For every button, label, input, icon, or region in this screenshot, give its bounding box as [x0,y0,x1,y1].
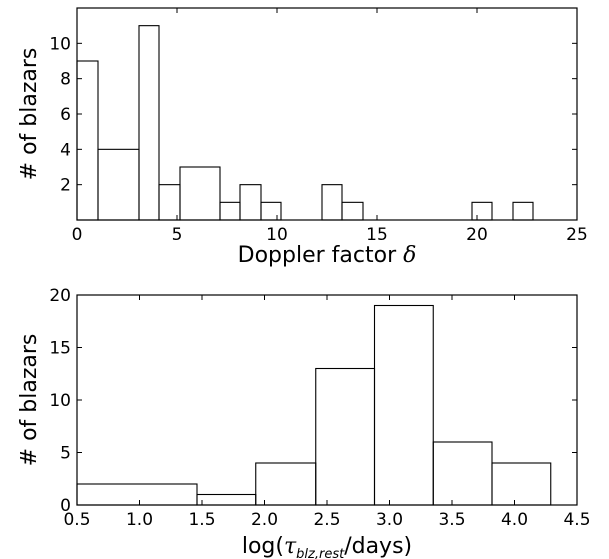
timescale-y-tick-label: 20 [49,286,71,306]
doppler-x-ticks: 0 5 10 15 20 25 [72,8,588,245]
doppler-bar [219,201,241,221]
timescale-x-tick-label: 1.0 [126,510,153,530]
timescale-x-tick-label: 2.0 [251,510,278,530]
timescale-histogram: 0.5 1.0 1.5 2.0 2.5 3.0 3.5 4.0 4.5 0 5 10 15 20 log… [17,286,591,559]
timescale-x-ticks: 0.5 1.0 1.5 2.0 2.5 3.0 3.5 4.0 4.5 [63,295,591,530]
doppler-x-tick-label: 10 [266,225,288,245]
timescale-x-tick-label: 3.0 [376,510,403,530]
doppler-bar [512,201,534,221]
timescale-bar [491,462,552,506]
timescale-y-ticks: 0 5 10 15 20 [49,286,577,516]
timescale-bar [432,441,493,506]
doppler-bar [179,166,221,221]
doppler-plot-frame [76,7,578,221]
doppler-bar [158,184,181,221]
doppler-y-tick-label: 4 [60,140,71,160]
doppler-y-tick-label: 8 [60,70,71,90]
timescale-plot-frame [76,294,578,506]
timescale-bars [76,304,552,506]
doppler-x-axis-label: Doppler factor δ [238,243,417,268]
timescale-bar [255,462,317,506]
timescale-y-tick-label: 15 [49,339,71,359]
timescale-x-axis-label: log(τblz,rest/days) [242,534,412,559]
timescale-y-tick-label: 5 [60,444,71,464]
timescale-x-tick-label: 3.5 [438,510,465,530]
timescale-y-axis-label: # of blazars [17,334,42,467]
timescale-x-tick-label: 0.5 [63,510,90,530]
doppler-bar [97,148,140,221]
timescale-y-tick-label: 10 [49,391,71,411]
doppler-x-tick-label: 25 [566,225,588,245]
doppler-bar [321,184,343,221]
doppler-y-tick-label: 6 [60,105,71,125]
doppler-y-axis-label: # of blazars [17,48,42,181]
doppler-bar [341,201,364,221]
doppler-bar [260,201,282,221]
timescale-x-tick-label: 2.5 [313,510,340,530]
doppler-x-tick-label: 0 [72,225,83,245]
timescale-bar [315,367,376,506]
doppler-y-ticks: 2 4 6 8 10 [49,34,577,196]
doppler-bar [138,25,160,221]
doppler-bar [471,201,493,221]
timescale-bar [76,483,198,506]
timescale-x-tick-label: 4.0 [501,510,528,530]
timescale-bar [196,493,257,506]
timescale-x-tick-label: 4.5 [563,510,590,530]
timescale-bar [373,304,434,506]
timescale-y-tick-label: 0 [60,496,71,516]
doppler-x-tick-label: 20 [466,225,488,245]
doppler-x-tick-label: 15 [366,225,388,245]
timescale-x-tick-label: 1.5 [188,510,215,530]
doppler-bar [76,60,99,221]
doppler-x-tick-label: 5 [172,225,183,245]
doppler-bars [76,25,534,221]
doppler-bar [239,184,262,221]
doppler-y-tick-label: 10 [49,34,71,54]
doppler-y-tick-label: 2 [60,176,71,196]
doppler-histogram: 0 5 10 15 20 25 2 4 6 8 10 Doppler factor δ # of … [17,7,588,268]
